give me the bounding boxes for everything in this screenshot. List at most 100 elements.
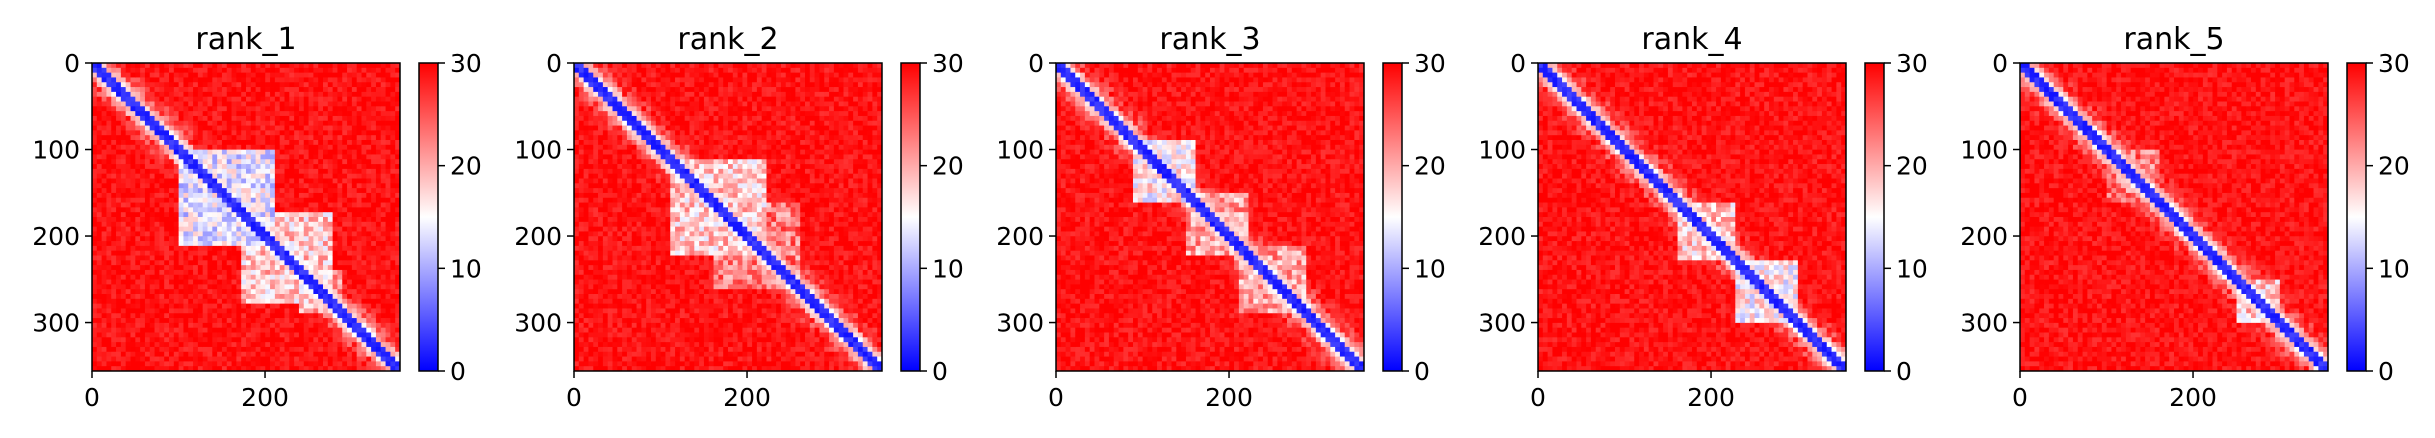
heatmap-cell [198, 256, 203, 261]
heatmap-cell [179, 87, 184, 92]
heatmap-cell [155, 246, 160, 251]
heatmap-cell [174, 357, 179, 362]
heatmap-cell [598, 203, 603, 208]
heatmap-cell [106, 159, 111, 164]
heatmap-cell [270, 357, 275, 362]
heatmap-cell [588, 183, 593, 188]
heatmap-cell [289, 284, 294, 289]
heatmap-cell [102, 169, 107, 174]
heatmap-cell [299, 169, 304, 174]
heatmap-cell [169, 246, 174, 251]
heatmap-cell [579, 333, 584, 338]
heatmap-cell [347, 203, 352, 208]
heatmap-cell [318, 227, 323, 232]
heatmap-cell [102, 308, 107, 313]
heatmap-cell [357, 337, 362, 342]
heatmap-cell [381, 280, 386, 285]
heatmap-cell [145, 193, 150, 198]
heatmap-cell [159, 68, 164, 73]
heatmap-cell [280, 231, 285, 236]
heatmap-cell [376, 154, 381, 159]
heatmap-cell [390, 328, 395, 333]
heatmap-cell [150, 284, 155, 289]
heatmap-cell [337, 361, 342, 366]
heatmap-cell [251, 313, 256, 318]
heatmap-cell [111, 289, 116, 294]
heatmap-cell [203, 87, 208, 92]
heatmap-cell [381, 347, 386, 352]
heatmap-cell [352, 308, 357, 313]
heatmap-cell [318, 140, 323, 145]
heatmap-cell [342, 106, 347, 111]
heatmap-cell [313, 116, 318, 121]
heatmap-cell [574, 68, 579, 73]
heatmap-cell [294, 183, 299, 188]
heatmap-cell [222, 121, 227, 126]
heatmap-cell [588, 203, 593, 208]
heatmap-cell [318, 294, 323, 299]
heatmap-cell [111, 318, 116, 323]
heatmap-cell [232, 82, 237, 87]
heatmap-cell [150, 251, 155, 256]
heatmap-cell [241, 121, 246, 126]
heatmap-cell [212, 352, 217, 357]
heatmap-cell [362, 174, 367, 179]
heatmap-cell [632, 102, 637, 107]
heatmap-cell [270, 169, 275, 174]
heatmap-cell [217, 275, 222, 280]
heatmap-cell [357, 212, 362, 217]
heatmap-cell [159, 87, 164, 92]
heatmap-cell [622, 308, 627, 313]
heatmap-cell [608, 275, 613, 280]
heatmap-cell [246, 270, 251, 275]
heatmap-cell [632, 323, 637, 328]
heatmap-cell [111, 154, 116, 159]
heatmap-cell [637, 231, 642, 236]
heatmap-cell [627, 347, 632, 352]
heatmap-cell [164, 342, 169, 347]
heatmap-cell [617, 154, 622, 159]
heatmap-cell [366, 169, 371, 174]
heatmap-cell [256, 73, 261, 78]
heatmap-cell [256, 275, 261, 280]
heatmap-cell [289, 275, 294, 280]
heatmap-cell [386, 357, 391, 362]
heatmap-cell [366, 212, 371, 217]
heatmap-cell [111, 92, 116, 97]
heatmap-cell [608, 203, 613, 208]
heatmap-cell [390, 68, 395, 73]
heatmap-cell [236, 193, 241, 198]
heatmap-cell [294, 121, 299, 126]
heatmap-cell [299, 241, 304, 246]
heatmap-cell [140, 92, 145, 97]
heatmap-cell [251, 183, 256, 188]
heatmap-cell [366, 135, 371, 140]
heatmap-cell [622, 231, 627, 236]
heatmap-cell [212, 342, 217, 347]
heatmap-cell [313, 82, 318, 87]
heatmap-cell [97, 82, 102, 87]
heatmap-cell [371, 82, 376, 87]
heatmap-cell [608, 222, 613, 227]
heatmap-cell [352, 183, 357, 188]
heatmap-cell [313, 337, 318, 342]
heatmap-cell [627, 154, 632, 159]
heatmap-cell [145, 251, 150, 256]
heatmap-cell [203, 284, 208, 289]
heatmap-cell [285, 106, 290, 111]
heatmap-cell [376, 299, 381, 304]
heatmap-cell [579, 361, 584, 366]
heatmap-cell [121, 174, 126, 179]
heatmap-cell [294, 82, 299, 87]
heatmap-cell [632, 342, 637, 347]
heatmap-cell [116, 102, 121, 107]
heatmap-cell [617, 256, 622, 261]
heatmap-cell [169, 251, 174, 256]
heatmap-cell [256, 342, 261, 347]
heatmap-cell [362, 270, 367, 275]
heatmap-cell [362, 304, 367, 309]
heatmap-cell [106, 217, 111, 222]
heatmap-cell [111, 294, 116, 299]
heatmap-cell [116, 82, 121, 87]
heatmap-cell [97, 183, 102, 188]
